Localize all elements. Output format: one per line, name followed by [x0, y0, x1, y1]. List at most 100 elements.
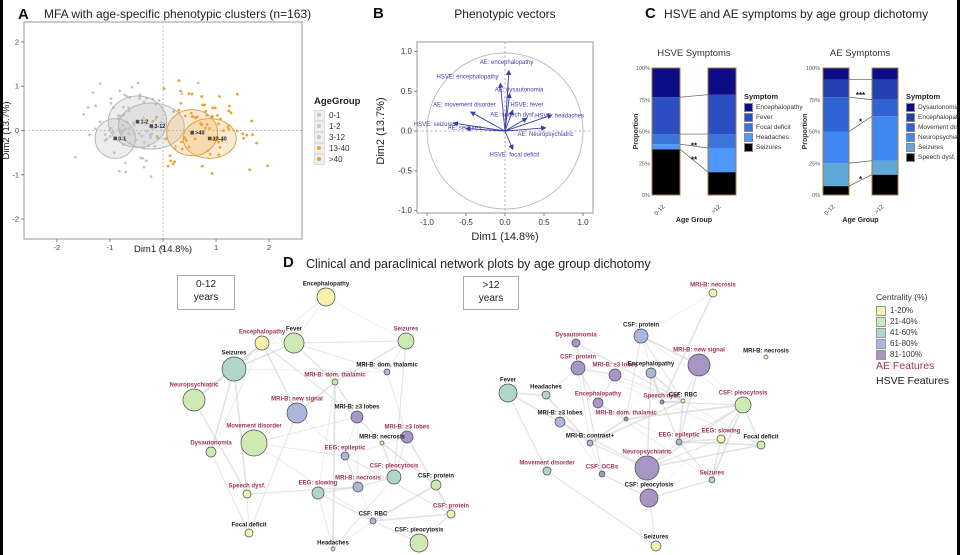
centrality-41-60-swatch	[876, 327, 886, 338]
svg-text:Seizures: Seizures	[700, 471, 725, 477]
legend-item-0-1: 0-1	[314, 109, 366, 121]
svg-text:CSF: pleocytosis: CSF: pleocytosis	[370, 464, 419, 470]
centrality-legend: Centrality (%) 1-20% 21-40% 41-60% 61-80…	[876, 292, 928, 360]
gray-dot-swatch	[314, 109, 325, 121]
svg-text:MRI-B: dom. thalamic: MRI-B: dom. thalamic	[356, 363, 418, 369]
hsve-symptom-legend: Symptom Encephalopathy Fever Focal defic…	[744, 92, 803, 152]
vector-plot-area: -1.0 -1.0 -0.5 -0.5 0.0 0.0 0.5 0.5 1.0 1.0 Dim1 (…	[375, 41, 594, 243]
svg-text:>12: >12	[874, 204, 886, 216]
svg-text:MRI-B: necrosis: MRI-B: necrosis	[335, 476, 381, 482]
svg-text:-1.0: -1.0	[420, 218, 434, 227]
svg-text:Speech dysf.: Speech dysf.	[643, 394, 680, 400]
svg-text:25%: 25%	[639, 161, 650, 167]
mfa-scatter-plot: -2 -1 0 1 2 -2 -1 0 1 2 Dim1 (14.8%) Dim2 (13.7%) 0-…	[1, 21, 303, 255]
svg-text:50%: 50%	[809, 130, 820, 136]
svg-text:HSVE: seizures: HSVE: seizures	[414, 122, 456, 128]
svg-text:Seizures: Seizures	[644, 535, 669, 541]
ae-symptoms-chart: 0%25%50%75%100%Proportion*****0-12 >12Age…	[802, 66, 899, 224]
svg-text:Encephalopathy: Encephalopathy	[575, 392, 622, 398]
svg-text:EEG: epileptic: EEG: epileptic	[659, 433, 700, 439]
svg-text:MRI-B: necrosis: MRI-B: necrosis	[359, 435, 405, 441]
svg-text:0%: 0%	[812, 193, 820, 199]
svg-text:Age Group: Age Group	[676, 217, 712, 224]
symptom-bar-charts: 0%25%50%75%100%Proportion ****0-12 >12Age …	[633, 66, 899, 224]
encephalopathy-swatch	[906, 113, 915, 122]
svg-text:-0.5: -0.5	[398, 166, 412, 175]
ae-symptoms-subtitle: AE Symptoms	[829, 48, 891, 59]
svg-text:EEG: epileptic: EEG: epileptic	[325, 446, 366, 452]
svg-text:Encephalopathy: Encephalopathy	[303, 282, 350, 288]
svg-text:Dim1 (14.8%): Dim1 (14.8%)	[471, 231, 538, 243]
svg-text:MRI-B: ≥3 lobes: MRI-B: ≥3 lobes	[593, 363, 639, 369]
ae-symptom-legend: Symptom Dysautonomia Encephalopathy Move…	[906, 92, 960, 162]
svg-text:Neuropsychiatric: Neuropsychiatric	[169, 383, 219, 389]
panel-c-title: HSVE and AE symptoms by age group dichot…	[664, 7, 929, 21]
svg-text:1: 1	[214, 243, 218, 252]
age-group-box-0-12: 0-12 years	[177, 275, 235, 310]
svg-text:0.5: 0.5	[401, 87, 413, 96]
svg-text:Headaches: Headaches	[530, 385, 562, 391]
centrality-21-40-swatch	[876, 316, 886, 327]
svg-text:MRI-B: new signal: MRI-B: new signal	[271, 397, 323, 403]
agegroup-legend: AgeGroup 0-1 1-2 3-12 13-40 >40	[314, 96, 366, 165]
svg-text:CSF: pleocytosis: CSF: pleocytosis	[625, 483, 674, 489]
network--12-years: MRI-B: necrosis CSF: protein Dysautonomia M…	[498, 283, 789, 552]
svg-text:0: 0	[161, 243, 165, 252]
svg-text:MRI-B: new signal: MRI-B: new signal	[673, 348, 725, 354]
svg-text:EEG: slowing: EEG: slowing	[299, 481, 338, 487]
movement-disorder-swatch	[906, 123, 915, 132]
svg-text:**: **	[691, 142, 698, 151]
svg-text:Fever: Fever	[500, 378, 517, 384]
svg-text:*: *	[859, 118, 863, 127]
panel-d-title: Clinical and paraclinical network plots …	[306, 257, 651, 271]
hsve-symptoms-chart: 0% 25% 50% 75% 100% Proportion ** ** 0-12 >12Age …	[633, 66, 737, 224]
svg-text:25%: 25%	[809, 161, 820, 167]
svg-text:AE: speech dysf.: AE: speech dysf.	[490, 113, 535, 119]
svg-text:**: **	[691, 156, 698, 165]
svg-text:HSVE: headaches: HSVE: headaches	[535, 113, 584, 119]
seizures-swatch	[744, 143, 753, 152]
svg-text:>12: >12	[711, 204, 723, 216]
svg-text:CSF: pleocytosis: CSF: pleocytosis	[719, 391, 768, 397]
network-edges	[193, 296, 452, 550]
svg-text:Focal deficit: Focal deficit	[743, 435, 778, 441]
scatter-area: -2 -1 0 1 2 -2 -1 0 1 2 Dim1 (14.8%) Dim2 (13.7%) 0-…	[1, 21, 303, 255]
age-group-box-gt12: >12 years	[463, 276, 519, 310]
svg-text:Seizures: Seizures	[222, 351, 247, 357]
svg-text:CSF: RBC: CSF: RBC	[359, 512, 388, 518]
svg-text:Seizures: Seizures	[394, 327, 419, 333]
svg-text:Movement disorder: Movement disorder	[519, 461, 575, 467]
svg-text:MRI-B: ≥3 lobes: MRI-B: ≥3 lobes	[385, 425, 431, 431]
svg-text:AE: Neuropsychiatric: AE: Neuropsychiatric	[518, 132, 574, 138]
network-nodes	[182, 287, 456, 553]
svg-text:0-1: 0-1	[118, 136, 126, 142]
svg-text:CSF: protein: CSF: protein	[418, 474, 454, 480]
svg-text:3-12: 3-12	[154, 124, 165, 130]
svg-text:MRI-B: necrosis: MRI-B: necrosis	[743, 349, 789, 355]
svg-text:Proportion: Proportion	[802, 114, 809, 150]
svg-text:75%: 75%	[809, 98, 820, 104]
cluster-ellipses: 0-1 1-2 3-12 >40 13-40	[94, 95, 237, 159]
svg-text:AE: seizures: AE: seizures	[448, 125, 482, 131]
network-plots: Encephalopathy Encephalopathy Fever Seizure…	[169, 282, 789, 553]
svg-text:Encephalopathy: Encephalopathy	[628, 362, 675, 368]
svg-text:CSF: protein: CSF: protein	[433, 504, 469, 510]
agegroup-legend-title: AgeGroup	[314, 96, 361, 107]
gray-dot-swatch	[314, 120, 325, 132]
svg-text:CSF: pleocytosis: CSF: pleocytosis	[395, 528, 444, 534]
svg-text:50%: 50%	[639, 130, 650, 136]
network-edges	[507, 292, 762, 547]
svg-text:HSVE: fever: HSVE: fever	[510, 102, 543, 108]
left-border-bar	[0, 0, 3, 555]
svg-text:-1: -1	[12, 170, 19, 179]
svg-text:-2: -2	[12, 215, 19, 224]
panel-d-letter: D	[283, 254, 294, 271]
svg-text:0: 0	[15, 126, 19, 135]
svg-text:>40: >40	[195, 131, 204, 137]
svg-text:HSVE: encephalopathy: HSVE: encephalopathy	[437, 75, 499, 81]
svg-text:0.5: 0.5	[538, 218, 550, 227]
svg-text:1: 1	[15, 82, 19, 91]
legend-item-3-12: 3-12	[314, 131, 366, 143]
svg-text:75%: 75%	[639, 98, 650, 104]
